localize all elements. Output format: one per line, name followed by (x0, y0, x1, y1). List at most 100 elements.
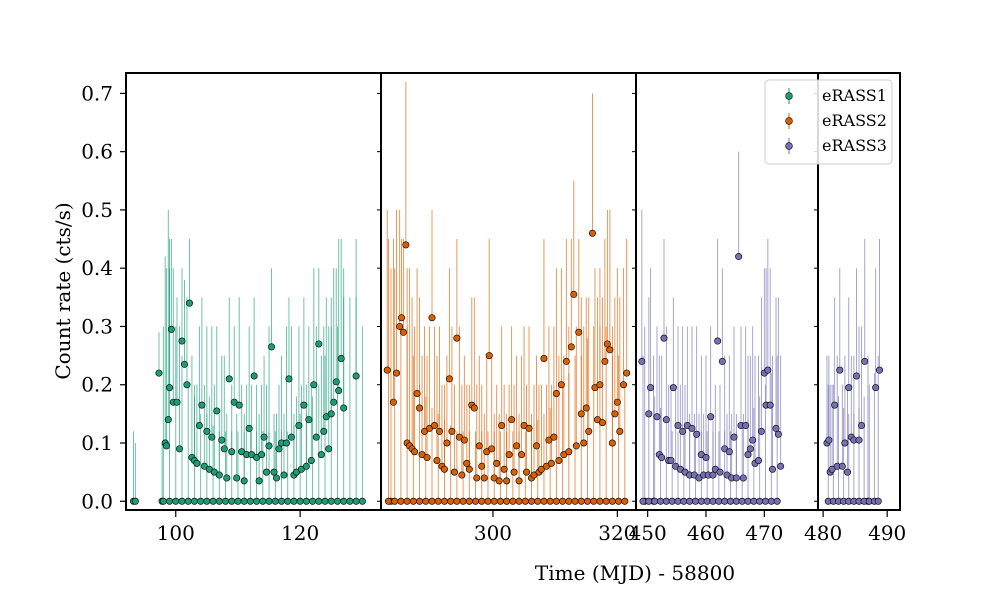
data-point-erass2 (515, 477, 523, 485)
data-point-erass3 (742, 422, 750, 430)
data-point-erass1 (213, 407, 221, 415)
data-point-erass1 (352, 497, 360, 505)
data-point-erass3 (761, 497, 769, 505)
data-point-erass3 (732, 497, 740, 505)
data-point-erass2 (508, 416, 516, 424)
x-axis-label: Time (MJD) - 58800 (535, 561, 735, 585)
data-point-erass1 (175, 445, 183, 453)
data-point-erass2 (559, 497, 567, 505)
data-point-erass2 (428, 497, 436, 505)
data-point-erass1 (296, 497, 304, 505)
data-point-erass2 (620, 381, 628, 389)
data-point-erass2 (598, 419, 606, 427)
data-point-erass1 (253, 497, 261, 505)
data-point-erass2 (550, 433, 558, 441)
y-tick-label: 0.3 (81, 314, 113, 338)
legend-marker-erass3 (785, 142, 793, 150)
data-point-erass2 (596, 497, 604, 505)
data-point-erass2 (422, 497, 430, 505)
data-point-erass2 (470, 404, 478, 412)
data-point-erass2 (547, 459, 555, 467)
data-point-erass3 (679, 427, 687, 435)
data-point-erass2 (399, 328, 407, 336)
data-point-erass3 (688, 424, 696, 432)
panel-frame-4 (817, 72, 901, 511)
data-point-erass1 (155, 369, 163, 377)
data-point-erass3 (680, 497, 688, 505)
data-point-erass2 (615, 497, 623, 505)
data-point-erass1 (340, 404, 348, 412)
data-point-erass2 (447, 497, 455, 505)
data-point-erass3 (744, 497, 752, 505)
data-point-erass3 (855, 436, 863, 444)
data-point-erass1 (209, 497, 217, 505)
data-point-erass2 (567, 343, 575, 351)
data-point-erass1 (183, 381, 191, 389)
data-point-erass3 (773, 497, 781, 505)
data-point-erass1 (327, 497, 335, 505)
data-point-erass3 (825, 436, 833, 444)
data-point-erass3 (841, 439, 849, 447)
data-point-erass2 (496, 497, 504, 505)
data-point-erass2 (552, 497, 560, 505)
data-point-erass1 (178, 497, 186, 505)
data-point-erass2 (500, 465, 508, 473)
data-point-erass3 (718, 357, 726, 365)
data-point-erass1 (352, 372, 360, 380)
data-point-erass2 (601, 357, 609, 365)
data-point-erass2 (534, 497, 542, 505)
data-point-erass1 (271, 497, 279, 505)
data-point-erass2 (428, 314, 436, 322)
legend-marker-erass2 (785, 117, 793, 125)
y-tick-label: 0.5 (81, 198, 113, 222)
data-point-erass2 (488, 445, 496, 453)
data-point-erass1 (327, 410, 335, 418)
data-point-erass2 (478, 497, 486, 505)
data-point-erass2 (571, 497, 579, 505)
data-point-erass1 (265, 442, 273, 450)
data-point-erass2 (443, 439, 451, 447)
data-point-erass1 (184, 497, 192, 505)
data-point-erass3 (738, 497, 746, 505)
data-point-erass3 (651, 497, 659, 505)
data-point-erass1 (193, 459, 201, 467)
data-point-erass1 (220, 445, 228, 453)
data-point-erass1 (315, 497, 323, 505)
data-point-erass1 (173, 398, 181, 406)
x-tick-label: 300 (474, 521, 512, 545)
data-point-erass2 (513, 442, 521, 450)
data-point-erass1 (325, 445, 333, 453)
data-point-erass2 (463, 459, 471, 467)
data-point-erass2 (515, 497, 523, 505)
data-point-erass2 (555, 456, 563, 464)
data-point-erass2 (528, 497, 536, 505)
data-point-erass1 (307, 456, 315, 464)
data-point-erass2 (585, 427, 593, 435)
x-tick-label: 450 (629, 521, 667, 545)
data-point-erass1 (228, 448, 236, 456)
data-point-erass3 (703, 497, 711, 505)
data-point-erass3 (772, 424, 780, 432)
data-point-erass3 (653, 413, 661, 421)
data-point-erass3 (716, 468, 724, 476)
data-point-erass2 (383, 366, 391, 374)
data-point-erass3 (691, 497, 699, 505)
data-point-erass1 (178, 337, 186, 345)
data-point-erass3 (658, 454, 666, 462)
data-point-erass3 (721, 497, 729, 505)
data-point-erass1 (260, 433, 268, 441)
data-point-erass1 (321, 497, 329, 505)
data-point-erass1 (346, 497, 354, 505)
data-point-erass2 (495, 477, 503, 485)
data-point-erass1 (335, 387, 343, 395)
data-point-erass1 (197, 497, 205, 505)
data-point-erass2 (565, 448, 573, 456)
data-point-erass1 (337, 355, 345, 363)
data-point-erass1 (233, 474, 241, 482)
x-tick-label: 480 (804, 521, 842, 545)
data-point-erass3 (674, 422, 682, 430)
data-point-erass2 (434, 497, 442, 505)
data-point-erass2 (411, 448, 419, 456)
data-point-erass1 (203, 427, 211, 435)
data-point-erass1 (166, 497, 174, 505)
